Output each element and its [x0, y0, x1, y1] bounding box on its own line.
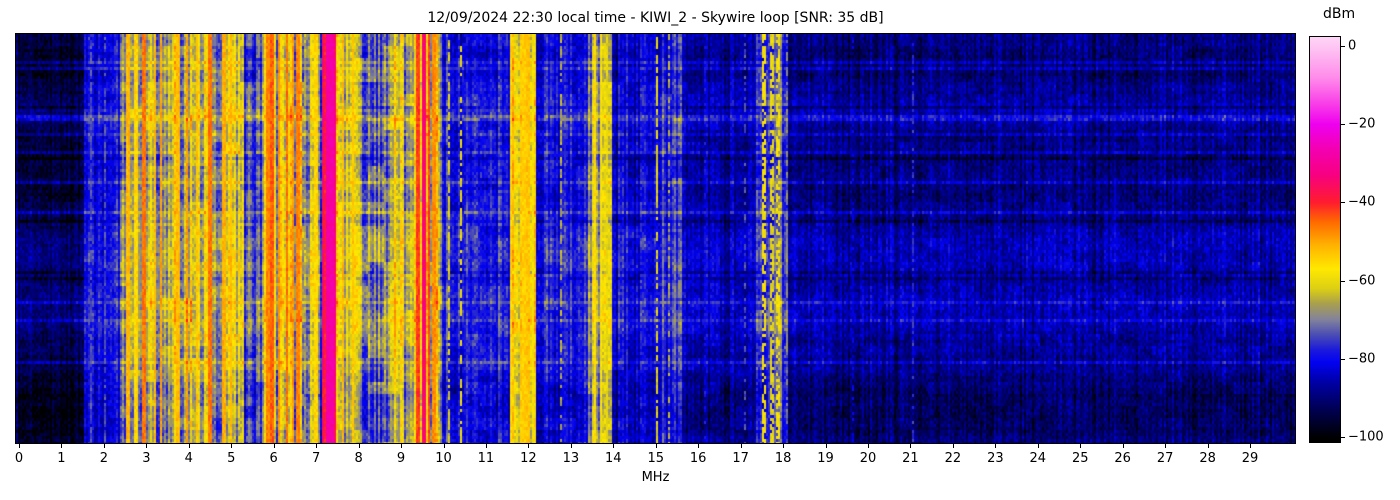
- x-tick: [103, 444, 105, 448]
- x-tick-label: 23: [987, 451, 1004, 466]
- x-tick-label: 10: [435, 451, 452, 466]
- x-tick: [1250, 444, 1252, 448]
- x-tick-label: 15: [647, 451, 665, 466]
- x-tick: [1165, 444, 1167, 448]
- x-tick: [698, 444, 700, 448]
- x-tick-label: 24: [1029, 451, 1047, 466]
- colorbar-tick: [1341, 358, 1345, 360]
- colorbar: [1309, 36, 1341, 443]
- x-tick: [273, 444, 275, 448]
- x-tick-label: 21: [902, 451, 919, 466]
- x-tick: [655, 444, 657, 448]
- x-tick: [401, 444, 403, 448]
- colorbar-tick-label: −60: [1348, 273, 1376, 289]
- x-tick-label: 26: [1114, 451, 1131, 466]
- x-tick: [613, 444, 615, 448]
- x-tick-label: 22: [944, 451, 962, 466]
- chart-title: 12/09/2024 22:30 local time - KIWI_2 - S…: [427, 10, 884, 26]
- x-tick-label: 18: [774, 451, 792, 466]
- x-tick: [188, 444, 190, 448]
- x-axis-label: MHz: [641, 470, 670, 485]
- x-tick: [952, 444, 954, 448]
- x-tick: [1122, 444, 1124, 448]
- x-tick-label: 25: [1071, 451, 1089, 466]
- x-tick: [528, 444, 530, 448]
- x-tick-label: 7: [312, 451, 321, 466]
- x-tick-label: 4: [184, 451, 193, 466]
- x-tick-label: 17: [732, 451, 749, 466]
- x-tick-label: 2: [99, 451, 109, 466]
- colorbar-tick-label: −100: [1348, 429, 1384, 445]
- x-tick: [1037, 444, 1039, 448]
- x-tick: [825, 444, 827, 448]
- x-tick: [61, 444, 63, 448]
- colorbar-tick-label: −20: [1348, 116, 1376, 132]
- x-tick: [1080, 444, 1082, 448]
- x-tick: [783, 444, 785, 448]
- x-tick-label: 1: [57, 451, 66, 466]
- x-tick-label: 29: [1241, 451, 1259, 466]
- x-tick-label: 9: [396, 451, 406, 466]
- colorbar-title: dBm: [1323, 6, 1356, 22]
- x-tick-label: 20: [859, 451, 877, 466]
- x-tick-label: 0: [14, 451, 24, 466]
- x-tick: [19, 444, 20, 448]
- x-tick-label: 19: [817, 451, 834, 466]
- colorbar-tick: [1341, 124, 1345, 126]
- colorbar-gradient: [1310, 37, 1340, 442]
- colorbar-tick: [1341, 437, 1345, 439]
- x-tick: [1207, 444, 1209, 448]
- colorbar-tick: [1341, 45, 1345, 47]
- x-tick-label: 28: [1199, 451, 1216, 466]
- x-tick-label: 3: [142, 451, 151, 466]
- x-tick-label: 11: [477, 451, 495, 466]
- x-tick-label: 5: [227, 451, 236, 466]
- x-tick: [485, 444, 487, 448]
- spectrogram-canvas: [16, 34, 1295, 443]
- x-tick-label: 12: [520, 451, 537, 466]
- x-tick: [358, 444, 360, 448]
- x-tick: [740, 444, 742, 448]
- colorbar-tick-label: 0: [1348, 38, 1357, 54]
- x-tick: [316, 444, 318, 448]
- colorbar-tick: [1341, 202, 1345, 204]
- colorbar-tick-label: −40: [1348, 194, 1376, 210]
- colorbar-tick: [1341, 280, 1345, 282]
- x-tick-label: 8: [354, 451, 363, 466]
- x-tick: [231, 444, 233, 448]
- x-tick: [570, 444, 572, 448]
- x-tick-label: 6: [269, 451, 278, 466]
- x-tick: [910, 444, 912, 448]
- x-tick-label: 14: [605, 451, 622, 466]
- x-tick: [868, 444, 869, 448]
- x-tick: [443, 444, 445, 448]
- colorbar-tick-label: −80: [1348, 351, 1376, 367]
- x-tick-label: 27: [1156, 451, 1174, 466]
- x-tick: [995, 444, 997, 448]
- spectrogram-plot: [15, 33, 1296, 444]
- x-tick-label: 13: [562, 451, 580, 466]
- x-tick-label: 16: [689, 451, 707, 466]
- x-tick: [146, 444, 148, 448]
